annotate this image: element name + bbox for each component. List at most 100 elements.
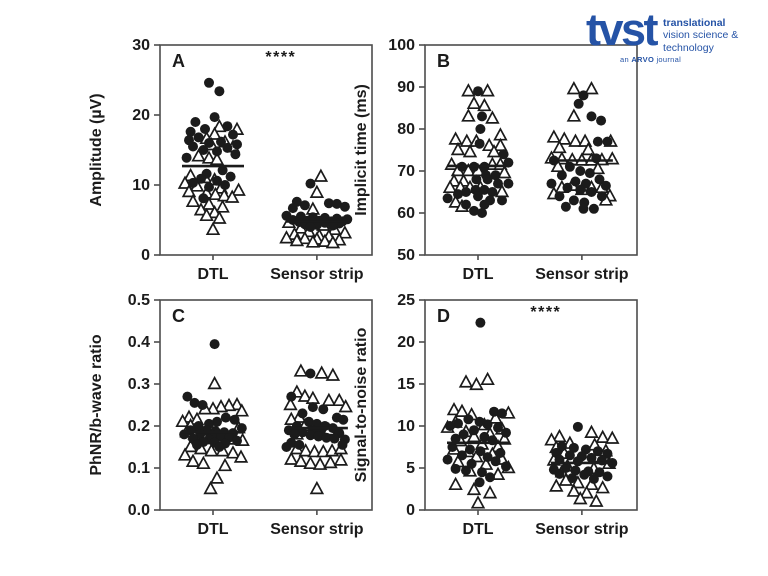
filled-circle-marker [475,317,486,328]
plot-box [159,44,373,256]
filled-circle-marker [461,187,471,197]
open-triangle-marker [321,392,337,407]
filled-circle-marker [490,456,501,467]
filled-circle-marker [236,423,247,434]
open-triangle-marker [297,230,313,245]
filled-circle-marker [193,132,204,143]
open-triangle-marker [196,455,211,470]
filled-circle-marker [475,124,486,134]
open-triangle-marker [303,455,318,470]
panel-d-plot: 0 5 10 15 20 25 Signal-to-noise ratio DTL Sensor… [353,292,638,538]
open-triangle-marker [579,485,594,499]
filled-circle-marker [303,416,314,427]
filled-circle-marker [181,152,192,163]
significance-stars: **** [530,304,561,321]
filled-circle-marker [592,446,603,457]
filled-circle-marker [232,139,242,150]
open-triangle-marker [480,371,495,386]
open-triangle-marker [448,131,463,145]
filled-circle-marker [222,142,233,153]
filled-circle-marker [594,467,605,478]
filled-circle-marker [198,145,209,155]
filled-circle-marker [588,203,599,214]
y-tick-label: 0 [406,502,415,519]
filled-circle-marker [602,136,613,147]
filled-circle-marker [602,471,613,482]
filled-circle-marker [578,203,589,214]
open-triangle-marker [207,375,222,390]
x-category-label: Sensor strip [270,266,364,283]
filled-circle-marker [586,452,597,463]
open-triangle-marker [314,365,329,379]
filled-circle-marker [475,446,486,457]
y-tick-label: 100 [388,37,415,54]
filled-circle-marker [313,431,324,442]
filled-circle-marker [556,170,567,181]
arvo-journal-note: an ARVO journal [620,55,762,64]
filled-circle-marker [214,86,225,97]
open-triangle-marker [309,480,325,495]
filled-circle-marker [212,416,222,427]
filled-circle-marker [501,461,511,472]
open-triangle-marker [233,449,249,463]
open-triangle-marker [595,480,610,494]
open-triangle-marker [566,108,582,122]
filled-circle-marker [578,90,589,101]
filled-circle-marker [281,442,292,452]
y-tick-label: 15 [397,376,415,393]
y-tick-label: 0.5 [128,292,150,309]
open-triangle-marker [323,454,338,469]
y-tick-label: 80 [397,121,415,138]
y-tick-label: 10 [132,177,150,194]
open-triangle-marker [546,129,562,143]
filled-circle-marker [466,458,477,469]
open-triangle-marker [488,410,503,424]
open-triangle-marker [462,144,478,158]
open-triangle-marker [566,483,582,497]
open-triangle-marker [212,118,227,133]
filled-circle-marker [217,165,228,176]
filled-circle-marker [200,124,210,134]
open-triangle-marker [185,453,201,467]
open-triangle-marker [595,429,610,444]
filled-circle-marker [465,444,475,455]
y-tick-label: 0.3 [128,376,150,393]
filled-circle-marker [220,180,230,190]
filled-circle-marker [493,178,503,189]
filled-circle-marker [287,203,298,214]
open-triangle-marker [213,399,229,413]
open-triangle-marker [215,199,230,213]
y-tick-label: 90 [397,79,415,96]
tvst-tagline: translational vision science & technolog… [663,17,738,54]
filled-circle-marker [474,477,485,488]
open-triangle-marker [338,399,353,413]
filled-circle-marker [497,195,507,206]
open-triangle-marker [309,184,325,198]
open-triangle-marker [297,388,313,402]
open-triangle-marker [544,432,559,446]
filled-circle-marker [190,117,201,127]
panel-letter: A [172,51,185,71]
panel-letter: B [437,51,450,71]
filled-circle-marker [564,450,575,461]
filled-circle-marker [214,442,225,452]
open-triangle-marker [201,150,217,164]
panel-letter: C [172,306,185,326]
tvst-logo: tvst translational vision science & tech… [586,7,762,64]
open-triangle-marker [493,137,508,152]
filled-circle-marker [299,200,310,211]
open-triangle-marker [191,148,206,162]
filled-circle-marker [305,368,316,379]
y-axis-label: Amplitude (µV) [88,93,105,206]
filled-circle-marker [450,463,461,474]
filled-circle-marker [560,201,571,212]
open-triangle-marker [549,478,564,492]
open-triangle-marker [175,413,190,428]
filled-circle-marker [222,121,233,132]
open-triangle-marker [552,428,567,443]
filled-circle-marker [477,208,487,218]
filled-circle-marker [230,149,241,160]
open-triangle-marker [469,376,484,391]
tagline-line1: translational [663,17,726,29]
y-tick-label: 5 [406,460,415,477]
